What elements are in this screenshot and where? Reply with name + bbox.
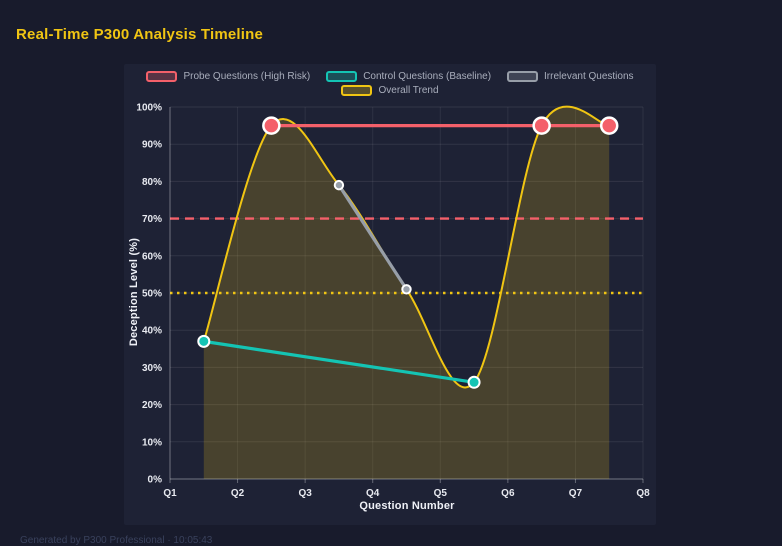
x-tick-label: Q8	[636, 488, 650, 499]
y-tick-label: 0%	[148, 475, 163, 486]
legend-label: Probe Questions (High Risk)	[183, 71, 311, 82]
y-tick-label: 30%	[142, 363, 162, 374]
timeline-chart-panel: 0% 10% 20% 30% 40% 50% 60% 70% 80% 90% 100% Q1 Q2 Q3 Q…	[124, 64, 656, 525]
page-title: Real-Time P300 Analysis Timeline	[16, 26, 264, 43]
x-tick-label: Q5	[434, 488, 448, 499]
chart-legend: Probe Questions (High Risk) Control Ques…	[124, 71, 656, 96]
y-tick-label: 60%	[142, 251, 162, 262]
irrelevant-legend-swatch-icon	[507, 71, 539, 82]
control-legend-swatch-icon	[326, 71, 358, 82]
legend-item-irrelevant[interactable]: Irrelevant Questions	[507, 71, 634, 82]
threshold-lines	[170, 217, 643, 295]
legend-label: Irrelevant Questions	[544, 71, 634, 82]
x-tick-label: Q3	[298, 488, 312, 499]
timeline-chart: 0% 10% 20% 30% 40% 50% 60% 70% 80% 90% 100% Q1 Q2 Q3 Q…	[136, 103, 650, 500]
x-tick-label: Q4	[366, 488, 380, 499]
data-point-marker[interactable]	[467, 375, 481, 389]
tick-labels: 0% 10% 20% 30% 40% 50% 60% 70% 80% 90% 100% Q1 Q2 Q3 Q…	[136, 103, 650, 500]
footer-note: Generated by P300 Professional · 10:05:4…	[20, 535, 213, 546]
x-axis-title: Question Number	[359, 500, 455, 512]
y-tick-label: 70%	[142, 214, 162, 225]
y-tick-label: 40%	[142, 326, 162, 337]
x-tick-label: Q2	[231, 488, 245, 499]
probe-legend-swatch-icon	[146, 71, 178, 82]
y-tick-label: 80%	[142, 177, 162, 188]
y-tick-label: 90%	[142, 140, 162, 151]
data-point-marker[interactable]	[333, 179, 345, 191]
legend-label: Overall Trend	[378, 85, 439, 96]
legend-item-probe[interactable]: Probe Questions (High Risk)	[146, 71, 310, 82]
y-tick-label: 100%	[136, 103, 162, 114]
data-point-marker[interactable]	[401, 284, 412, 295]
legend-row-2: Overall Trend	[341, 85, 439, 96]
x-tick-label: Q7	[569, 488, 583, 499]
data-point-marker[interactable]	[532, 116, 551, 135]
data-point-marker[interactable]	[262, 116, 281, 135]
legend-row-1: Probe Questions (High Risk) Control Ques…	[146, 71, 634, 82]
x-tick-label: Q1	[163, 488, 177, 499]
y-tick-label: 50%	[142, 289, 162, 300]
data-point-marker[interactable]	[599, 116, 619, 135]
y-tick-label: 10%	[142, 437, 162, 448]
trend-legend-swatch-icon	[341, 85, 373, 96]
data-point-markers	[197, 116, 619, 389]
legend-item-control[interactable]: Control Questions (Baseline)	[326, 71, 491, 82]
legend-label: Control Questions (Baseline)	[363, 71, 492, 82]
x-tick-label: Q6	[501, 488, 515, 499]
axes	[169, 107, 644, 483]
y-axis-title: Deception Level (%)	[128, 237, 140, 347]
legend-item-trend[interactable]: Overall Trend	[341, 85, 439, 96]
data-point-marker[interactable]	[197, 334, 211, 348]
y-tick-label: 20%	[142, 400, 162, 411]
